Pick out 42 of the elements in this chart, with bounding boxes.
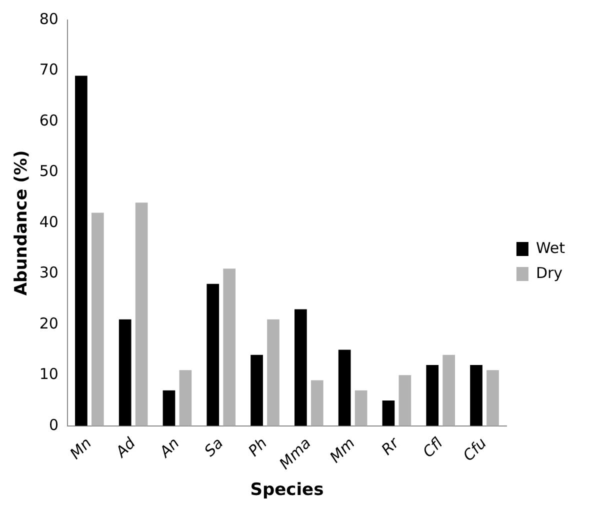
bar	[135, 202, 148, 426]
bar	[206, 284, 220, 426]
bar	[294, 309, 307, 426]
y-tick-label: 20	[39, 314, 58, 332]
bar	[75, 76, 88, 426]
x-tick-label: Ad	[111, 434, 140, 462]
x-tick-label: Rr	[378, 434, 403, 459]
bar	[354, 390, 368, 426]
bar	[310, 380, 324, 426]
bar	[250, 354, 263, 426]
bar	[442, 354, 455, 426]
y-tick-label: 50	[39, 162, 58, 180]
y-axis-title: Abundance (%)	[12, 150, 32, 296]
y-tick-label: 0	[48, 416, 58, 434]
y-tick-label: 80	[39, 10, 58, 28]
legend-label: Wet	[536, 238, 566, 257]
legend-label: Dry	[536, 264, 563, 282]
x-axis-title: Species	[250, 480, 324, 500]
bar	[267, 319, 280, 426]
bar	[426, 365, 439, 426]
bar	[91, 212, 104, 426]
x-tick-label: An	[155, 434, 183, 462]
y-tick-label: 40	[39, 212, 58, 231]
bar	[486, 370, 499, 426]
bar	[179, 370, 192, 426]
y-tick-label: 30	[39, 264, 58, 282]
bar	[338, 350, 351, 426]
x-tick-label: Mm	[326, 434, 358, 466]
bar	[470, 365, 482, 426]
y-tick-label: 70	[39, 60, 58, 79]
bar	[118, 319, 132, 426]
x-tick-label: Ph	[244, 434, 271, 460]
bar	[162, 390, 176, 426]
bar	[382, 400, 395, 426]
bar	[398, 375, 412, 426]
x-tick-label: Cfu	[459, 434, 490, 465]
x-tick-label: Sa	[200, 434, 227, 460]
y-tick-label: 10	[39, 365, 58, 384]
bar	[223, 268, 236, 426]
x-tick-label: Cfl	[419, 434, 446, 462]
y-tick-label: 60	[39, 111, 58, 130]
x-tick-label: Mn	[66, 434, 96, 463]
